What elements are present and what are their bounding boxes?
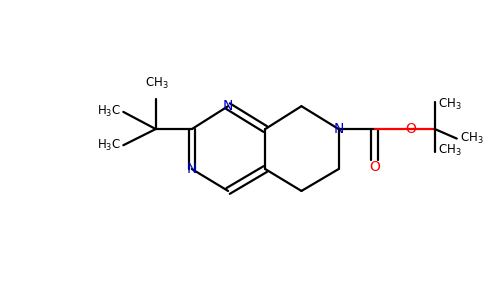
Text: CH$_3$: CH$_3$ — [438, 97, 461, 112]
Text: CH$_3$: CH$_3$ — [145, 76, 168, 91]
Text: H$_3$C: H$_3$C — [97, 104, 121, 119]
Text: O: O — [406, 122, 416, 136]
Text: N: N — [187, 162, 197, 176]
Text: N: N — [223, 99, 233, 113]
Text: N: N — [333, 122, 344, 136]
Text: CH$_3$: CH$_3$ — [438, 142, 461, 158]
Text: CH$_3$: CH$_3$ — [460, 131, 483, 146]
Text: H$_3$C: H$_3$C — [97, 138, 121, 153]
Text: O: O — [369, 160, 380, 174]
